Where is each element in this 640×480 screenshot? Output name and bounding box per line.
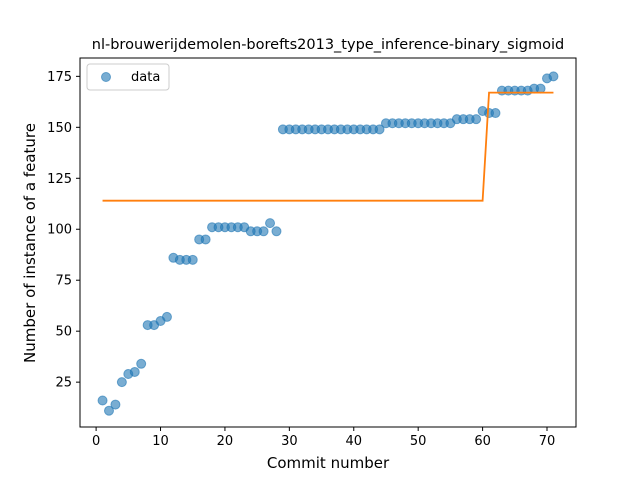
x-tick-label: 70 [539, 434, 556, 449]
y-axis: 25 50 75 100 125 150 175 [47, 70, 80, 391]
x-tick-label: 0 [92, 434, 100, 449]
y-tick-label: 100 [47, 223, 72, 238]
data-point [535, 83, 546, 94]
legend: data [86, 63, 170, 91]
plot-area [79, 57, 577, 428]
x-tick-label: 20 [217, 434, 234, 449]
data-point [161, 311, 172, 322]
data-point [265, 218, 276, 229]
x-tick-label: 30 [281, 434, 298, 449]
data-point [110, 399, 121, 410]
y-tick-label: 175 [47, 70, 72, 85]
data-point [490, 108, 501, 119]
data-point [187, 254, 198, 265]
fit-line [102, 91, 554, 202]
x-axis: 0 10 20 30 40 50 60 70 [92, 427, 555, 449]
x-tick-label: 60 [474, 434, 491, 449]
data-point [471, 114, 482, 125]
data-point [258, 226, 269, 237]
legend-marker [101, 72, 111, 82]
legend-box [86, 63, 170, 91]
data-point [548, 71, 559, 82]
data-point [116, 377, 127, 388]
x-tick-label: 10 [152, 434, 169, 449]
y-tick-label: 125 [47, 172, 72, 187]
y-tick-label: 25 [55, 376, 72, 391]
y-tick-label: 75 [55, 274, 72, 289]
data-point [103, 405, 114, 416]
plot-frame [79, 57, 577, 428]
data-point [97, 395, 108, 406]
y-tick-label: 150 [47, 121, 72, 136]
data-point [136, 358, 147, 369]
x-axis-label: Commit number [267, 454, 390, 472]
y-tick-label: 50 [55, 325, 72, 340]
x-tick-label: 40 [345, 434, 362, 449]
y-axis-label: Number of instance of a feature [21, 123, 39, 363]
data-point [271, 226, 282, 237]
x-tick-label: 50 [410, 434, 427, 449]
data-point [200, 234, 211, 245]
data-point [129, 366, 140, 377]
chart-title: nl-brouwerijdemolen-borefts2013_type_inf… [92, 37, 564, 53]
data-point [374, 124, 385, 135]
legend-label-data: data [131, 70, 160, 85]
